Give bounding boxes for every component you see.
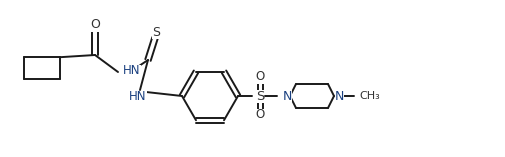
- Text: O: O: [90, 19, 100, 32]
- Text: S: S: [256, 89, 264, 103]
- Text: N: N: [335, 89, 344, 103]
- Text: S: S: [152, 25, 160, 38]
- Text: N: N: [283, 89, 292, 103]
- Text: HN: HN: [123, 65, 140, 78]
- Text: HN: HN: [129, 90, 147, 103]
- Text: O: O: [256, 70, 265, 84]
- Text: O: O: [256, 108, 265, 122]
- Text: CH₃: CH₃: [359, 91, 380, 101]
